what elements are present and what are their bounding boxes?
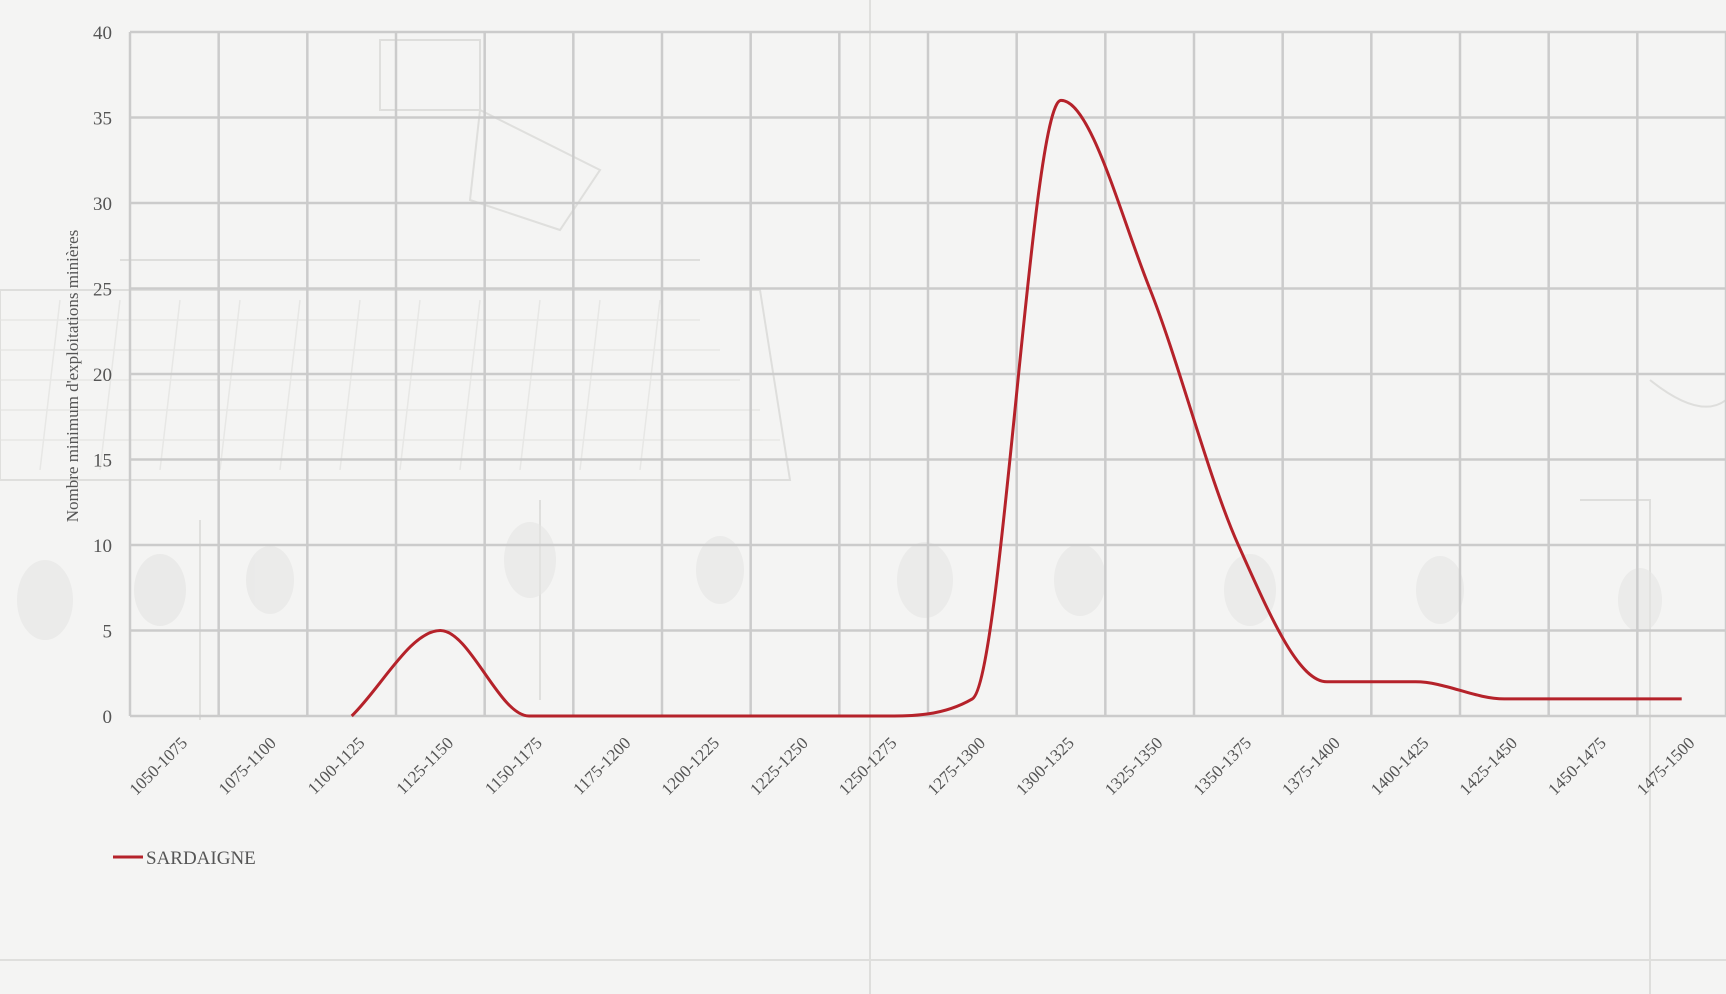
- grid: [128, 30, 1726, 718]
- y-tick-label: 15: [93, 451, 112, 472]
- x-tick-label: 1050-1075: [126, 733, 192, 799]
- y-tick-label: 10: [93, 536, 112, 557]
- series-line-sardaigne: [350, 98, 1682, 718]
- x-tick-label: 1100-1125: [304, 733, 369, 798]
- x-tick-label: 1425-1450: [1456, 733, 1522, 799]
- x-tick-label: 1200-1225: [658, 733, 724, 799]
- y-tick-label: 40: [93, 23, 112, 44]
- y-tick-label: 25: [93, 280, 112, 301]
- x-tick-label: 1450-1475: [1544, 733, 1610, 799]
- x-tick-label: 1475-1500: [1633, 733, 1699, 799]
- series-layer: [350, 98, 1682, 718]
- x-axis-ticks: 1050-1075 1075-1100 1100-1125 1125-1150 1150…: [126, 733, 1699, 799]
- x-tick-label: 1300-1325: [1012, 733, 1078, 799]
- y-tick-label: 35: [93, 109, 112, 130]
- x-tick-label: 1275-1300: [924, 733, 990, 799]
- x-tick-label: 1075-1100: [215, 733, 280, 798]
- x-tick-label: 1125-1150: [393, 733, 458, 798]
- y-tick-label: 20: [93, 365, 112, 386]
- y-axis-label: Nombre minimum d'exploitations minières: [63, 230, 82, 523]
- x-tick-label: 1175-1200: [569, 733, 634, 798]
- x-tick-label: 1325-1350: [1101, 733, 1167, 799]
- legend: SARDAIGNE: [113, 848, 256, 869]
- x-tick-label: 1250-1275: [835, 733, 901, 799]
- x-tick-label: 1375-1400: [1278, 733, 1344, 799]
- y-tick-label: 5: [103, 622, 113, 643]
- legend-label: SARDAIGNE: [146, 848, 256, 869]
- x-tick-label: 1350-1375: [1190, 733, 1256, 799]
- y-axis-ticks: 0 5 10 15 20 25 30 35 40: [93, 23, 112, 728]
- x-tick-label: 1400-1425: [1367, 733, 1433, 799]
- y-tick-label: 0: [103, 707, 113, 728]
- x-tick-label: 1150-1175: [481, 733, 546, 798]
- y-tick-label: 30: [93, 194, 112, 215]
- x-tick-label: 1225-1250: [746, 733, 812, 799]
